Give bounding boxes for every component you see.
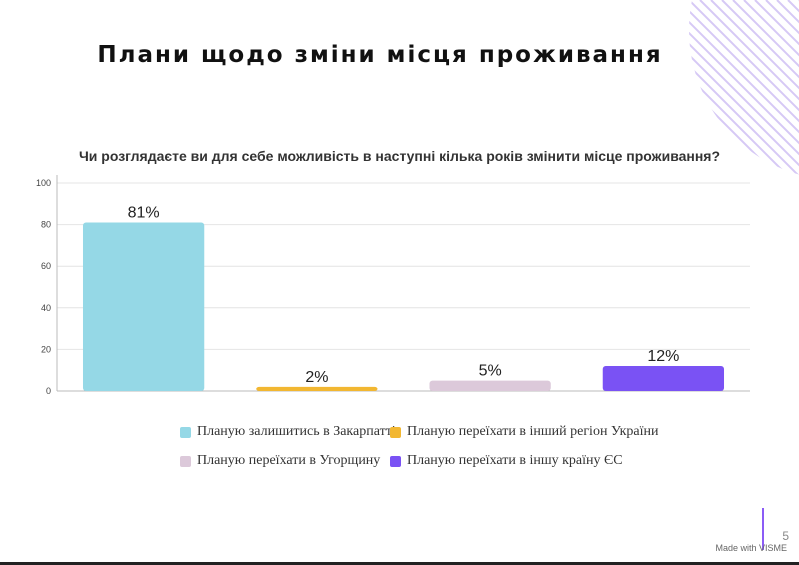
legend-swatch-eu [390, 455, 401, 467]
decorative-stripes [689, 0, 799, 180]
legend-label: Планую переїхати в іншу країну ЄС [407, 453, 623, 468]
legend-swatch-stay [180, 426, 191, 438]
y-tick-label: 100 [36, 178, 51, 188]
decorative-stripe [689, 0, 799, 180]
watermark: Made with VISME [715, 543, 787, 553]
decorative-stripe [689, 0, 799, 180]
decorative-stripe [710, 0, 799, 180]
bar-other-region [256, 386, 378, 391]
y-tick-label: 80 [41, 220, 51, 230]
decorative-stripe [689, 0, 799, 180]
decorative-stripe [754, 0, 799, 180]
data-label: 12% [647, 348, 679, 365]
data-label: 2% [305, 369, 328, 386]
y-tick-label: 40 [41, 303, 51, 313]
data-label: 5% [479, 363, 502, 380]
y-tick-label: 60 [41, 261, 51, 271]
bar-stay [82, 222, 205, 391]
legend-label: Планую переїхати в Угорщину [197, 453, 381, 468]
page-number: 5 [782, 529, 789, 543]
bar-chart: 0 20 40 60 80 100 81% 2% 5% 12% [36, 175, 750, 396]
bar-hungary [429, 380, 551, 391]
bottom-border [0, 562, 799, 565]
legend-label: Планую переїхати в інший регіон України [407, 424, 659, 439]
chart-title: Чи розглядаєте ви для себе можливість в … [78, 148, 721, 164]
y-tick-label: 20 [41, 344, 51, 354]
decorative-stripe [743, 0, 799, 180]
decorative-stripe [689, 0, 799, 180]
decorative-stripe [699, 0, 799, 180]
legend-item-eu: Планую переїхати в іншу країну ЄС [390, 453, 623, 469]
legend-item-hungary: Планую переїхати в Угорщину [180, 453, 380, 469]
data-label: 81% [128, 205, 160, 222]
legend-swatch-other-region [390, 426, 401, 438]
accent-line [762, 508, 764, 550]
decorative-stripe [689, 0, 799, 180]
decorative-stripe [689, 0, 799, 180]
decorative-stripe [732, 0, 799, 180]
decorative-stripe [721, 0, 799, 180]
decorative-stripe [689, 0, 799, 180]
legend-item-stay: Планую залишитись в Закарпатті [180, 424, 396, 440]
legend-swatch-hungary [180, 455, 191, 467]
y-tick-label: 0 [46, 386, 51, 396]
decorative-stripe [689, 0, 799, 180]
slide-title: Плани щодо зміни місця проживання [97, 42, 663, 68]
legend-item-other-region: Планую переїхати в інший регіон України [390, 424, 659, 440]
bar-eu [602, 366, 725, 391]
legend-label: Планую залишитись в Закарпатті [197, 424, 396, 439]
